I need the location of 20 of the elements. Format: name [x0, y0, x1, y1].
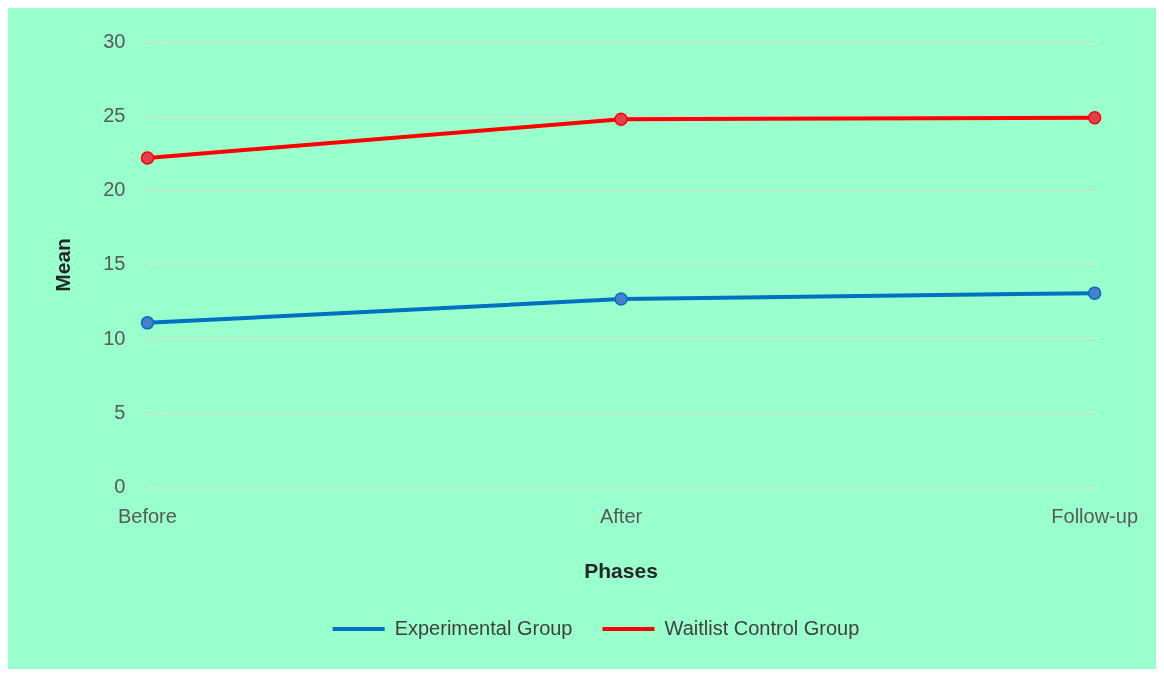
- x-tick-label: After: [599, 505, 643, 528]
- point: [1087, 111, 1102, 125]
- y-tick-label: 30: [103, 29, 126, 52]
- x-tick-label: Before: [117, 505, 177, 528]
- y-tick-label: 25: [103, 103, 126, 126]
- legend-label: Experimental Group: [394, 616, 573, 639]
- x-tick-label: Follow-up: [1051, 505, 1138, 528]
- y-tick-label: 15: [103, 252, 126, 275]
- point: [140, 151, 155, 165]
- y-tick-label: 0: [114, 475, 126, 498]
- point: [140, 316, 155, 330]
- y-tick-label: 20: [103, 178, 126, 201]
- y-tick-label: 5: [114, 401, 126, 424]
- x-axis-title: Phases: [584, 559, 658, 583]
- y-axis-title: Mean: [51, 238, 75, 292]
- point: [614, 112, 628, 127]
- point: [1087, 286, 1102, 300]
- point: [614, 292, 628, 306]
- legend-label: Waitlist Control Group: [664, 616, 860, 639]
- y-tick-label: 10: [103, 326, 126, 349]
